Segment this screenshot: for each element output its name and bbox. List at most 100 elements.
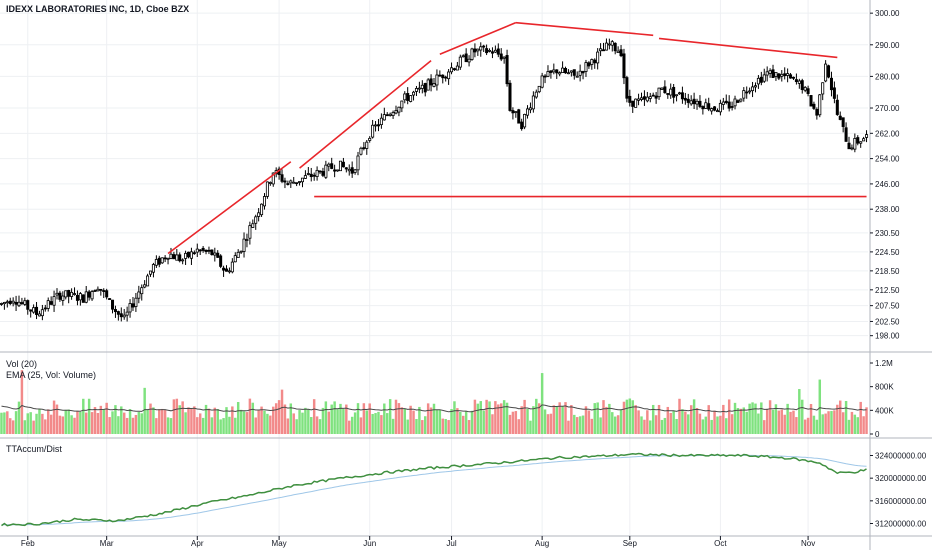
candle-up — [181, 259, 185, 262]
volume-bar — [397, 403, 401, 434]
volume-bar — [491, 414, 494, 434]
candle-down — [759, 76, 763, 83]
volume-bar — [780, 409, 784, 434]
volume-bar — [450, 409, 453, 434]
volume-bar — [608, 403, 611, 434]
volume-bar — [435, 409, 439, 434]
candle-down — [163, 257, 167, 260]
candle-down — [622, 53, 626, 79]
volume-bar — [552, 405, 556, 434]
volume-bar — [307, 409, 310, 434]
candle-up — [634, 98, 638, 108]
volume-bar — [865, 407, 868, 434]
candle-up — [315, 169, 319, 177]
candle-up — [850, 147, 854, 150]
volume-bar — [198, 413, 202, 434]
candle-down — [29, 309, 33, 312]
volume-bar — [333, 401, 336, 434]
candle-down — [344, 167, 348, 170]
volume-bar — [46, 409, 50, 434]
volume-bar — [310, 417, 313, 434]
candle-up — [230, 261, 234, 273]
price-axis-label: 300.00 — [875, 9, 900, 18]
candle-down — [93, 290, 97, 292]
candle-up — [818, 94, 822, 116]
volume-bar — [412, 410, 415, 434]
candle-down — [791, 76, 795, 79]
volume-bar — [578, 416, 582, 434]
accum-ma-line — [1, 454, 867, 526]
candle-down — [829, 77, 833, 91]
volume-bar — [365, 410, 369, 434]
volume-bar — [841, 412, 845, 434]
volume-bar — [353, 412, 357, 434]
candle-up — [637, 98, 641, 101]
volume-bar — [856, 417, 859, 434]
candle-up — [353, 169, 357, 173]
candle-down — [642, 96, 646, 100]
candle-up — [450, 67, 454, 73]
candle-down — [178, 254, 182, 262]
volume-bar — [467, 420, 471, 434]
volume-bar — [774, 404, 778, 434]
accum-axis-label: 324000000.00 — [875, 452, 927, 461]
candle-up — [657, 87, 661, 98]
time-axis-label: Nov — [801, 539, 815, 548]
candle-up — [368, 137, 372, 141]
candle-down — [692, 98, 696, 105]
candle-up — [160, 257, 164, 264]
volume-bar — [298, 410, 301, 434]
candle-up — [675, 94, 679, 97]
volume-bar — [587, 410, 591, 434]
volume-bar — [11, 420, 15, 434]
volume-bar — [242, 411, 246, 434]
volume-bar — [605, 406, 608, 434]
volume-bar — [269, 415, 272, 434]
candle-up — [739, 98, 743, 102]
candle-down — [806, 88, 810, 94]
volume-bar — [236, 402, 240, 434]
candle-up — [403, 93, 407, 101]
candle-up — [324, 164, 328, 178]
candle-down — [111, 299, 115, 310]
volume-bar — [55, 404, 59, 434]
candle-up — [298, 181, 302, 183]
volume-bar — [809, 403, 813, 434]
volume-bar — [140, 413, 143, 434]
volume-bar — [763, 420, 766, 434]
price-axis-label: 202.50 — [875, 317, 900, 326]
volume-bar — [196, 417, 199, 434]
candle-up — [125, 311, 129, 316]
candle-down — [43, 307, 47, 310]
volume-bar — [76, 410, 79, 434]
candle-down — [429, 78, 433, 86]
volume-bar — [657, 404, 661, 434]
candle-up — [742, 90, 746, 99]
volume-bar — [108, 417, 111, 434]
volume-bar — [695, 408, 699, 434]
volume-bar — [345, 404, 348, 434]
candle-up — [359, 147, 363, 155]
candle-up — [610, 41, 614, 46]
trendline-resistance-up-3 — [439, 21, 517, 56]
volume-bar — [304, 407, 307, 434]
volume-bar — [593, 403, 596, 434]
candle-down — [555, 69, 559, 74]
volume-bar — [625, 399, 629, 434]
accum-axis-label: 312000000.00 — [875, 520, 927, 529]
volume-bar — [35, 413, 38, 434]
candle-up — [607, 43, 611, 46]
candle-up — [40, 309, 44, 317]
volume-bar — [689, 405, 693, 434]
volume-bar — [836, 404, 839, 434]
candle-down — [280, 174, 284, 182]
candle-down — [683, 97, 687, 101]
volume-axis-label: 0 — [875, 430, 880, 439]
candle-down — [490, 51, 494, 54]
candle-down — [99, 288, 103, 291]
volume-bar — [193, 406, 196, 434]
volume-bar — [336, 409, 339, 434]
volume-bar — [394, 399, 398, 434]
volume-bar — [517, 419, 520, 434]
volume-bar — [532, 406, 535, 434]
